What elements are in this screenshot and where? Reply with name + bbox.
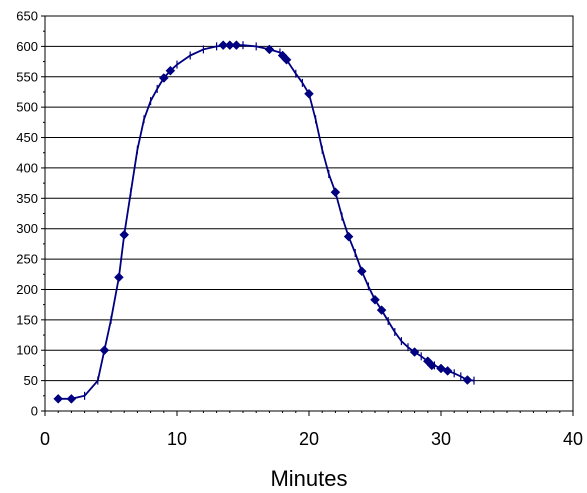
- data-point-marker: [66, 393, 77, 404]
- data-point-marker: [99, 345, 110, 356]
- data-point-marker: [304, 88, 314, 99]
- x-tick-label: 30: [431, 429, 451, 449]
- plot-area-frame: [44, 15, 574, 412]
- x-axis-label: Minutes: [270, 466, 347, 491]
- y-tick-label: 650: [16, 9, 38, 24]
- data-point-marker: [231, 40, 242, 51]
- y-tick-label: 100: [16, 343, 38, 358]
- gridlines: [45, 15, 573, 412]
- data-point-marker: [330, 187, 341, 198]
- x-tick-label: 0: [40, 429, 50, 449]
- x-tick-label: 40: [563, 429, 583, 449]
- data-point-marker: [442, 366, 453, 376]
- data-point-marker: [370, 294, 380, 305]
- series-line: [58, 44, 475, 400]
- y-tick-label: 250: [16, 252, 38, 267]
- y-tick-label: 50: [24, 373, 38, 388]
- y-tick-label: 150: [16, 312, 38, 327]
- y-tick-label: 450: [16, 130, 38, 145]
- data-point-marker: [281, 54, 292, 65]
- data-point-marker: [224, 40, 235, 51]
- data-point-marker: [114, 272, 124, 283]
- x-tick-label: 20: [299, 429, 319, 449]
- y-tick-label: 350: [16, 191, 38, 206]
- data-point-marker: [426, 360, 437, 371]
- data-point-marker: [462, 375, 473, 385]
- x-axis-ticks: 0 10 20 30 40: [40, 411, 583, 449]
- y-tick-label: 550: [16, 69, 38, 84]
- y-axis-ticks: 0 50 100 150 200 250 300 350 400 450 500 550 600 650: [16, 9, 45, 419]
- data-point-marker: [119, 229, 130, 240]
- data-point-marker: [218, 40, 229, 51]
- y-tick-label: 400: [16, 160, 38, 175]
- data-point-marker: [356, 266, 367, 277]
- data-point-marker: [343, 231, 354, 242]
- y-tick-label: 300: [16, 221, 38, 236]
- x-tick-label: 10: [167, 429, 187, 449]
- series-group: [53, 40, 475, 404]
- data-point-marker: [53, 393, 64, 404]
- y-tick-label: 200: [16, 282, 38, 297]
- y-tick-label: 0: [31, 404, 38, 419]
- data-point-marker: [376, 305, 387, 315]
- data-point-marker: [409, 347, 420, 357]
- data-point-marker: [158, 73, 169, 83]
- data-point-marker: [264, 44, 275, 55]
- data-point-marker: [165, 65, 176, 76]
- y-tick-label: 500: [16, 100, 38, 115]
- y-tick-label: 600: [16, 39, 38, 54]
